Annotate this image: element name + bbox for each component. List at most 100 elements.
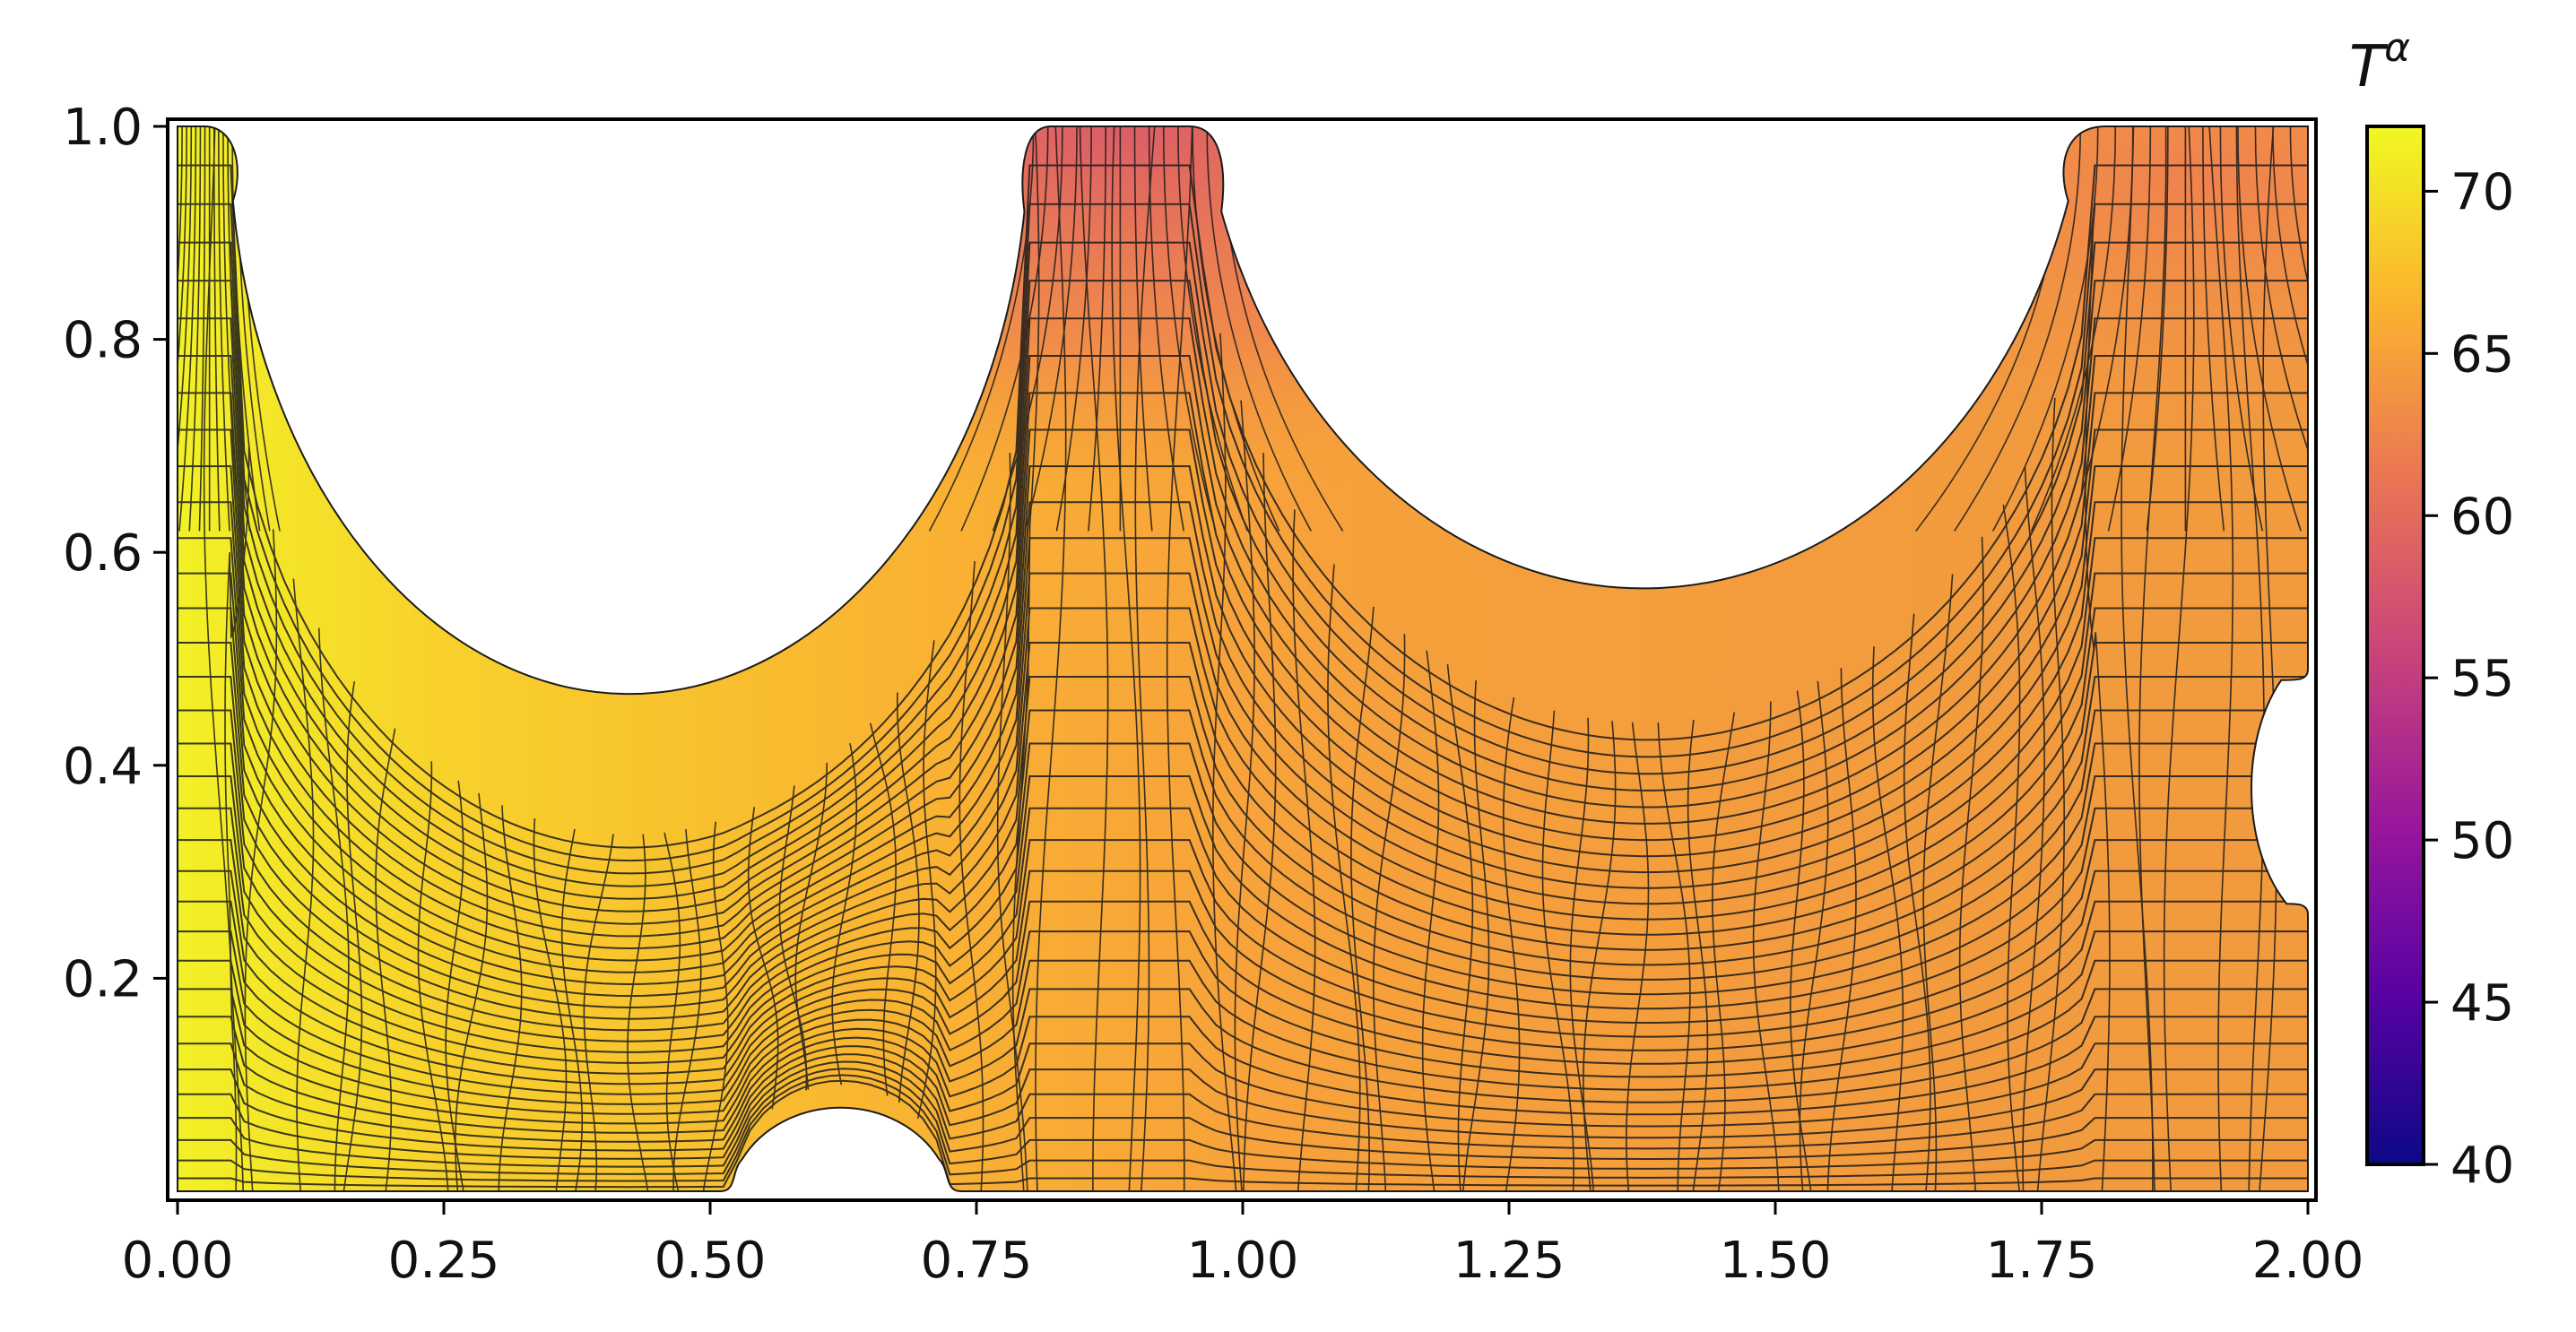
x-tick-label: 2.00	[2252, 1232, 2364, 1290]
mesh-line-fan	[2202, 126, 2225, 532]
mesh-line-vertical	[224, 445, 250, 1191]
mesh-line-vertical	[318, 627, 350, 1191]
mesh-line-fan	[178, 126, 197, 532]
mesh-line-fan	[1133, 126, 1153, 532]
colorbar-tick-label: 50	[2450, 812, 2514, 870]
mesh-line-horizontal	[178, 1068, 2308, 1175]
mesh-line-vertical	[1502, 696, 1521, 1191]
mesh-line-fan	[227, 126, 251, 532]
mesh-line-vertical	[747, 807, 779, 1110]
mesh-line-vertical	[1826, 668, 1857, 1191]
mesh-line-fan	[1192, 126, 1280, 532]
mesh-line-vertical	[778, 785, 808, 1091]
mesh-line-vertical	[1327, 564, 1361, 1191]
mesh-line-horizontal	[178, 607, 2308, 998]
mesh-line-horizontal	[178, 392, 2308, 925]
mesh-line-horizontal	[178, 1060, 2308, 1168]
mesh-line-vertical	[1211, 333, 1237, 1191]
mesh-line-fan	[1055, 126, 1092, 532]
mesh-line-fan	[188, 126, 202, 532]
mesh-line-vertical	[1583, 721, 1617, 1191]
mesh-line-horizontal	[178, 930, 2308, 1105]
x-tick-label: 1.00	[1187, 1232, 1299, 1290]
mesh-line-fan	[2030, 126, 2117, 532]
mesh-line-fan	[2107, 126, 2152, 532]
mesh-line-vertical	[1712, 712, 1736, 1191]
mesh-line-vertical	[1292, 509, 1316, 1191]
mesh-line-fan	[1024, 126, 1078, 532]
mesh-line-vertical	[455, 792, 489, 1191]
mesh-line-vertical	[533, 818, 568, 1191]
colorbar: 40 45 50 55 60 65 70 Tα	[2349, 25, 2514, 1195]
mesh-line-vertical	[1657, 722, 1691, 1191]
mesh-line-fan	[992, 126, 1063, 532]
temperature-field	[178, 126, 2308, 1191]
y-tick-label: 1.0	[63, 99, 143, 157]
mesh-line-horizontal	[178, 839, 2308, 1075]
mesh-line-fan	[1148, 126, 1185, 532]
mesh-line-vertical	[1799, 680, 1829, 1191]
mesh-line-vertical	[375, 728, 396, 1191]
mesh-line-horizontal	[178, 501, 2308, 962]
colorbar-tick-label: 55	[2450, 650, 2514, 708]
mesh-line-fan	[2289, 126, 2308, 532]
mesh-line-vertical	[1079, 126, 1109, 1191]
mesh-line-horizontal	[178, 959, 2308, 1115]
x-tick-label: 0.75	[921, 1232, 1033, 1290]
mesh-line-vertical	[1541, 710, 1574, 1191]
mesh-line-fan	[928, 126, 1035, 532]
mesh-line-horizontal	[178, 1079, 2308, 1189]
mesh-line-fan	[1162, 126, 1217, 532]
x-tick-label: 0.50	[655, 1232, 767, 1290]
x-axis: 0.00 0.25 0.50 0.75 1.00 1.25 1.50 1.75 2.00	[122, 1200, 2364, 1290]
mesh-line-vertical	[1446, 664, 1474, 1191]
mesh-line-vertical	[1134, 126, 1156, 1191]
mesh-line-vertical	[343, 680, 363, 1191]
mesh-line-vertical	[445, 780, 464, 1191]
mesh-line-vertical	[203, 126, 238, 1191]
mesh-line-vertical	[1243, 453, 1277, 1191]
mesh-line-vertical	[583, 834, 614, 1191]
y-tick-label: 0.8	[63, 312, 143, 370]
mesh-line-vertical	[2085, 210, 2111, 1191]
colorbar-ticks: 40 45 50 55 60 65 70	[2424, 163, 2514, 1195]
domain-outline	[177, 125, 2309, 1192]
mesh-line-vertical	[2163, 126, 2195, 1191]
mesh-line-vertical	[2022, 466, 2045, 1191]
colorbar-title-superscript: α	[2384, 25, 2410, 71]
mesh-line-vertical	[870, 722, 897, 1096]
mesh-line-vertical	[702, 821, 729, 1191]
mesh-line-vertical	[292, 578, 315, 1191]
mesh-line-fan	[2237, 126, 2302, 532]
mesh-line-fan	[1954, 126, 2082, 532]
mesh-line-vertical	[1752, 701, 1780, 1191]
mesh-line-vertical	[2259, 126, 2277, 1191]
colorbar-tick-label: 70	[2450, 163, 2514, 221]
mesh-line-fan	[198, 126, 206, 532]
mesh-line-fan	[1088, 126, 1107, 532]
colorbar-gradient	[2365, 125, 2425, 1166]
mesh-line-fan	[2219, 126, 2264, 532]
mesh-line-horizontal	[178, 775, 2308, 1053]
mesh-line-vertical	[958, 561, 984, 1191]
mesh-line-vertical	[831, 743, 858, 1085]
mesh-line-horizontal	[178, 1074, 2308, 1182]
mesh-line-vertical	[896, 692, 920, 1103]
mesh-line-vertical	[672, 828, 702, 1191]
mesh-line-vertical	[1421, 650, 1440, 1191]
mesh-line-fan	[2272, 126, 2308, 532]
mesh-line-fan	[212, 126, 221, 532]
colorbar-title: Tα	[2349, 25, 2410, 100]
mesh-line-vertical	[627, 834, 649, 1191]
mesh-line-vertical	[2235, 126, 2265, 1191]
mesh-line-vertical	[1903, 613, 1931, 1191]
mesh-line-horizontal	[178, 900, 2308, 1095]
mesh-line-horizontal	[178, 355, 2308, 913]
mesh-line-fan	[1206, 126, 1312, 532]
mesh-line-vertical	[1350, 606, 1375, 1191]
mesh-line-vertical	[1461, 680, 1490, 1191]
x-tick-label: 1.50	[1720, 1232, 1832, 1290]
mesh-line-vertical	[2138, 126, 2167, 1191]
x-tick-label: 0.00	[122, 1232, 234, 1290]
mesh-line-vertical	[2036, 397, 2066, 1191]
